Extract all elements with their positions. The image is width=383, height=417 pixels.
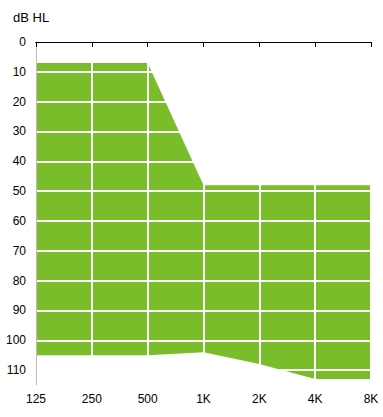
svg-text:8K: 8K	[364, 392, 379, 406]
svg-text:80: 80	[13, 274, 27, 288]
svg-text:10: 10	[13, 65, 27, 79]
svg-text:30: 30	[13, 124, 27, 138]
svg-text:4K: 4K	[308, 392, 323, 406]
svg-text:40: 40	[13, 154, 27, 168]
svg-text:2K: 2K	[252, 392, 267, 406]
svg-text:dB HL: dB HL	[13, 10, 49, 25]
svg-text:500: 500	[138, 392, 158, 406]
svg-text:0: 0	[19, 35, 26, 49]
svg-text:250: 250	[82, 392, 102, 406]
svg-text:110: 110	[7, 363, 26, 377]
svg-text:20: 20	[13, 95, 27, 109]
svg-text:60: 60	[13, 214, 27, 228]
svg-text:125: 125	[26, 392, 46, 406]
svg-text:1K: 1K	[196, 392, 211, 406]
svg-text:50: 50	[13, 184, 27, 198]
svg-text:100: 100	[6, 333, 26, 347]
svg-text:90: 90	[13, 303, 27, 317]
svg-text:70: 70	[13, 244, 27, 258]
